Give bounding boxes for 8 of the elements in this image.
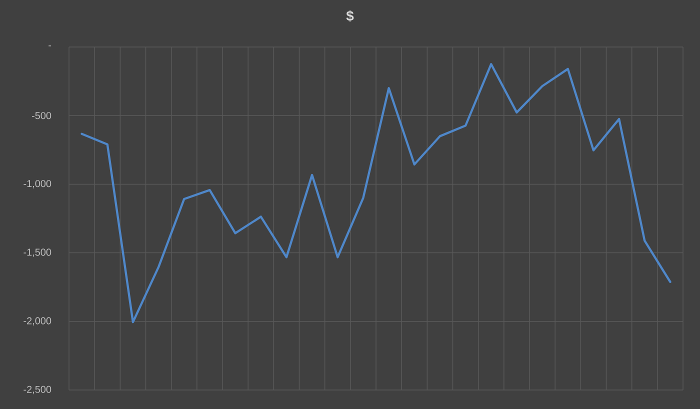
y-tick-label: -2,500	[24, 386, 52, 394]
y-tick-label: -500	[32, 112, 52, 120]
y-tick-label: -1,500	[24, 248, 52, 257]
y-tick-label: -	[48, 45, 52, 46]
line-series	[80, 63, 672, 324]
y-tick-label: -1,000	[24, 180, 52, 188]
chart-title: $	[346, 10, 354, 22]
y-tick-label: -2,000	[24, 317, 52, 326]
